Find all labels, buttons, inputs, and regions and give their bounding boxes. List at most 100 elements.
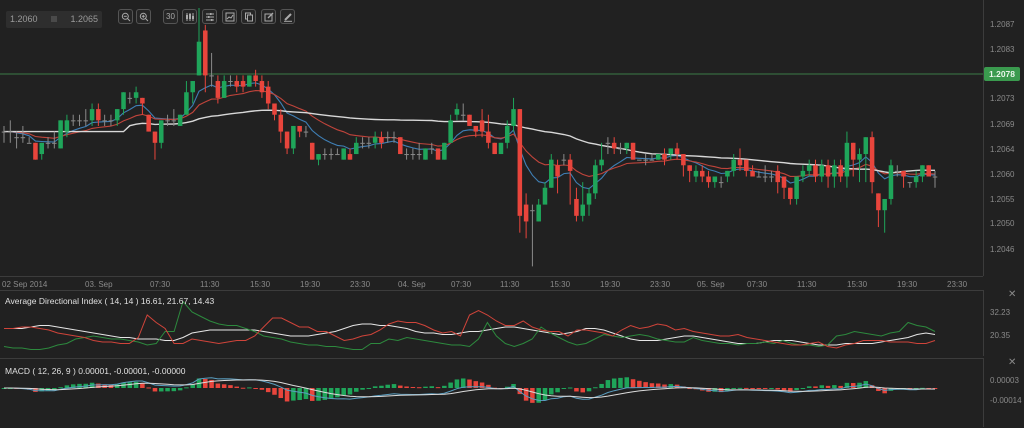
zoom-in-button[interactable] [136,9,151,24]
bid-price: 1.2060 [10,14,38,24]
macd-histogram-bar [876,388,881,392]
candle-body [278,114,284,132]
timeframe-button[interactable]: 30 [163,9,178,24]
macd-histogram-bar [265,388,271,393]
candle-body [687,165,692,171]
candle-body [637,159,642,161]
macd-histogram-bar [825,385,831,388]
macd-histogram-bar [542,388,548,400]
price-tick: 1.2060 [990,170,1015,179]
candle-body [668,148,674,155]
macd-histogram-bar [850,383,856,388]
macd-histogram-bar [379,385,384,388]
chart-canvas[interactable] [0,0,983,427]
edit-button[interactable] [261,9,276,24]
macd-histogram-bar [536,388,541,403]
macd-histogram-bar [316,388,321,401]
candle-body [291,125,296,149]
macd-histogram-bar [806,386,812,388]
candle-body [744,159,749,171]
candle-body [920,165,925,177]
macd-histogram-bar [360,388,365,390]
candle-body [196,41,202,76]
candle-body [693,170,699,177]
macd-histogram-bar [838,385,843,388]
draw-button[interactable] [280,9,295,24]
macd-histogram-bar [114,384,120,388]
candlestick-icon [185,12,194,21]
edit-icon [264,12,273,21]
macd-histogram-bar [655,383,661,388]
indicators-button[interactable] [202,9,217,24]
time-tick: 05. Sep [697,280,725,289]
candle-body [335,154,340,156]
candle-body [876,193,881,211]
time-tick: 15:30 [550,280,571,289]
candle-body [354,142,359,155]
candle-body [297,125,302,132]
macd-histogram-bar [335,388,340,398]
close-macd-icon[interactable]: ✕ [1008,357,1017,368]
chart-type-button[interactable] [182,9,197,24]
macd-histogram-bar [637,380,642,388]
candle-body [542,187,548,205]
price-tick: 1.2087 [990,20,1015,29]
pen-icon [283,12,292,22]
candle-body [467,114,472,126]
time-tick: 11:30 [797,280,817,289]
candle-body [769,176,774,178]
macd-histogram-bar [158,388,164,392]
macd-histogram-bar [530,388,535,403]
time-tick: 02 Sep 2014 [2,280,48,289]
time-axis[interactable]: 02 Sep 2014 03. Sep 07:30 11:30 15:30 19:30 23… [0,276,983,291]
timeframe-label: 30 [166,12,175,21]
candle-body [894,170,900,172]
price-tick: 1.2064 [990,145,1015,154]
macd-histogram-bar [593,387,598,389]
price-tick: 1.2069 [990,120,1015,129]
macd-histogram-bar [322,388,328,400]
time-tick: 23:30 [650,280,671,289]
candle-body [58,120,63,149]
macd-histogram-bar [240,387,246,389]
macd-histogram-bar [523,388,529,401]
macd-histogram-bar [486,384,491,388]
time-tick: 19:30 [897,280,918,289]
zoom-in-icon [139,12,148,21]
copy-button[interactable] [241,9,256,24]
macd-signal-line [4,379,935,399]
macd-histogram-bar [96,383,101,388]
candle-body [593,165,598,194]
candle-body [794,176,799,199]
candle-body [788,187,793,199]
macd-histogram-bar [624,377,630,388]
candle-body [586,193,592,205]
candle-body [247,75,252,87]
candle-body [133,92,139,98]
candle-body [379,137,384,143]
close-adx-icon[interactable]: ✕ [1008,289,1017,300]
macd-histogram-bar [58,387,63,389]
candle-body [259,81,265,93]
candle-body [234,81,240,87]
candle-body [737,159,743,166]
adx-axis: 32.23 20.35 [983,290,1024,356]
candle-body [901,170,906,177]
candle-body [203,30,208,76]
candle-body [14,137,19,139]
candle-body [435,148,441,160]
macd-histogram-bar [460,378,466,388]
zoom-out-button[interactable] [118,9,133,24]
macd-histogram-bar [291,388,296,401]
candle-body [272,103,277,115]
candle-body [341,148,346,160]
studies-button[interactable] [222,9,237,24]
macd-histogram-bar [649,383,655,388]
macd-histogram-bar [737,387,743,389]
price-axis[interactable]: 1.2087 1.2083 1.2073 1.2069 1.2064 1.206… [983,0,1024,276]
candle-body [655,154,661,160]
candle-body [530,210,535,212]
candle-body [498,142,504,155]
adx-line [3,300,936,350]
candle-body [850,142,856,160]
